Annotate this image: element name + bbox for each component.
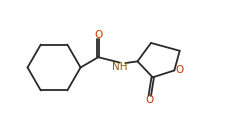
Text: O: O [146, 95, 154, 105]
Text: O: O [94, 30, 102, 40]
Text: NH: NH [112, 62, 128, 72]
Text: O: O [175, 65, 183, 75]
